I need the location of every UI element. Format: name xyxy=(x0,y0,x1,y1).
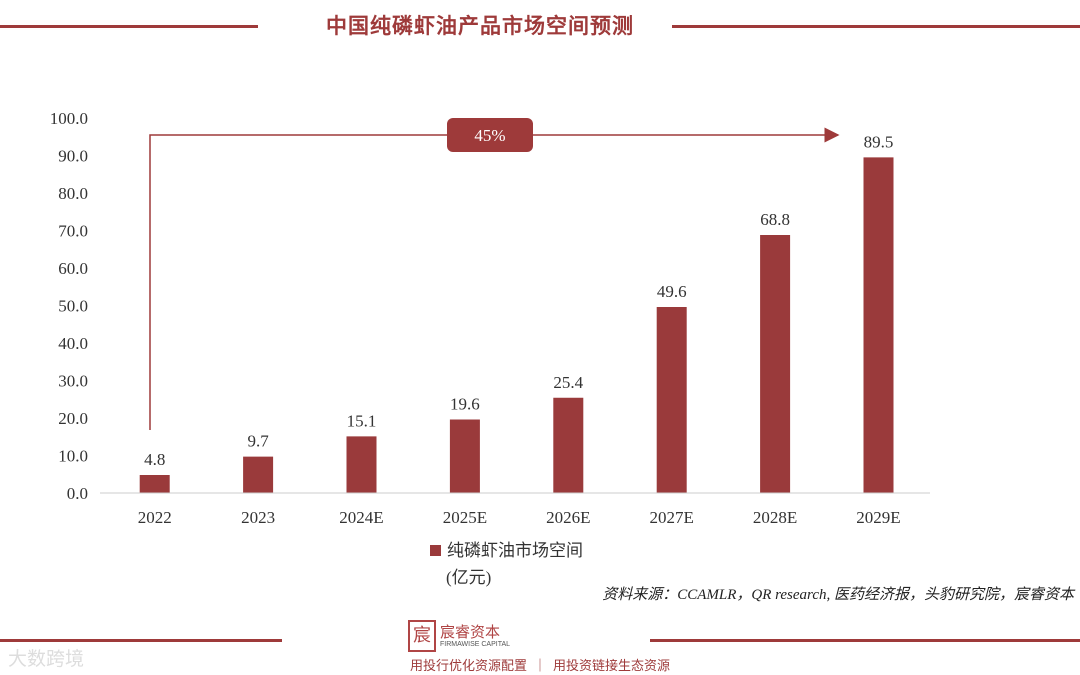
title-rule-left xyxy=(0,25,258,28)
bar xyxy=(449,419,480,493)
x-tick-label: 2027E xyxy=(650,508,694,527)
y-tick-label: 10.0 xyxy=(58,447,88,466)
y-tick-label: 30.0 xyxy=(58,372,88,391)
data-label: 49.6 xyxy=(657,282,687,301)
bar xyxy=(139,475,170,493)
bar xyxy=(243,456,274,493)
data-label: 15.1 xyxy=(347,411,377,430)
data-label: 4.8 xyxy=(144,450,165,469)
legend-label: 纯磷虾油市场空间 xyxy=(447,541,583,560)
watermark: 大数跨境 xyxy=(8,649,85,670)
footer-rule-right xyxy=(650,639,1080,642)
x-tick-label: 2029E xyxy=(856,508,900,527)
y-tick-label: 90.0 xyxy=(58,147,88,166)
y-tick-label: 40.0 xyxy=(58,334,88,353)
y-tick-label: 100.0 xyxy=(50,109,88,128)
logo-seal-icon: 宸 xyxy=(408,620,436,652)
legend-swatch xyxy=(430,545,441,556)
bar xyxy=(760,235,791,493)
chart-title: 中国纯磷虾油产品市场空间预测 xyxy=(326,14,634,38)
bar xyxy=(346,436,377,493)
footer-rule-left xyxy=(0,639,282,642)
x-tick-label: 2026E xyxy=(546,508,590,527)
bar xyxy=(863,157,894,493)
y-tick-label: 80.0 xyxy=(58,184,88,203)
data-label: 68.8 xyxy=(760,210,790,229)
title-rule-right xyxy=(672,25,1080,28)
x-tick-label: 2024E xyxy=(339,508,383,527)
cagr-badge xyxy=(447,118,533,152)
y-tick-label: 60.0 xyxy=(58,259,88,278)
cagr-label: 45% xyxy=(474,126,505,145)
logo-cn: 宸睿资本 xyxy=(440,624,501,641)
y-tick-label: 20.0 xyxy=(58,409,88,428)
logo-en: FIRMAWISE CAPITAL xyxy=(440,640,511,648)
bar xyxy=(656,307,687,493)
legend: 纯磷虾油市场空间 xyxy=(430,536,583,561)
bar-chart: 0.0 10.0 20.0 30.0 40.0 50.0 60.0 70.0 80.0 90.0 1… xyxy=(50,109,930,527)
data-label: 9.7 xyxy=(247,432,269,451)
unit-label: (亿元) xyxy=(446,568,492,587)
growth-arrow xyxy=(149,127,840,430)
source-note: 资料来源：CCAMLR，QR research, 医药经济报，头豹研究院，宸睿资… xyxy=(602,587,1074,603)
x-tick-label: 2023 xyxy=(241,508,275,527)
y-tick-label: 70.0 xyxy=(58,222,88,241)
y-tick-label: 0.0 xyxy=(67,484,88,503)
firmawise-logo: 宸 宸睿资本 FIRMAWISE CAPITAL xyxy=(408,620,510,652)
data-label: 25.4 xyxy=(553,373,583,392)
x-tick-label: 2022 xyxy=(138,508,172,527)
slogan: 用投行优化资源配置 ｜ 用投资链接生态资源 xyxy=(409,658,670,673)
data-label: 19.6 xyxy=(450,395,480,414)
data-label: 89.5 xyxy=(864,132,894,151)
bar xyxy=(553,397,584,493)
y-tick-label: 50.0 xyxy=(58,297,88,316)
x-tick-label: 2025E xyxy=(443,508,487,527)
x-tick-label: 2028E xyxy=(753,508,797,527)
